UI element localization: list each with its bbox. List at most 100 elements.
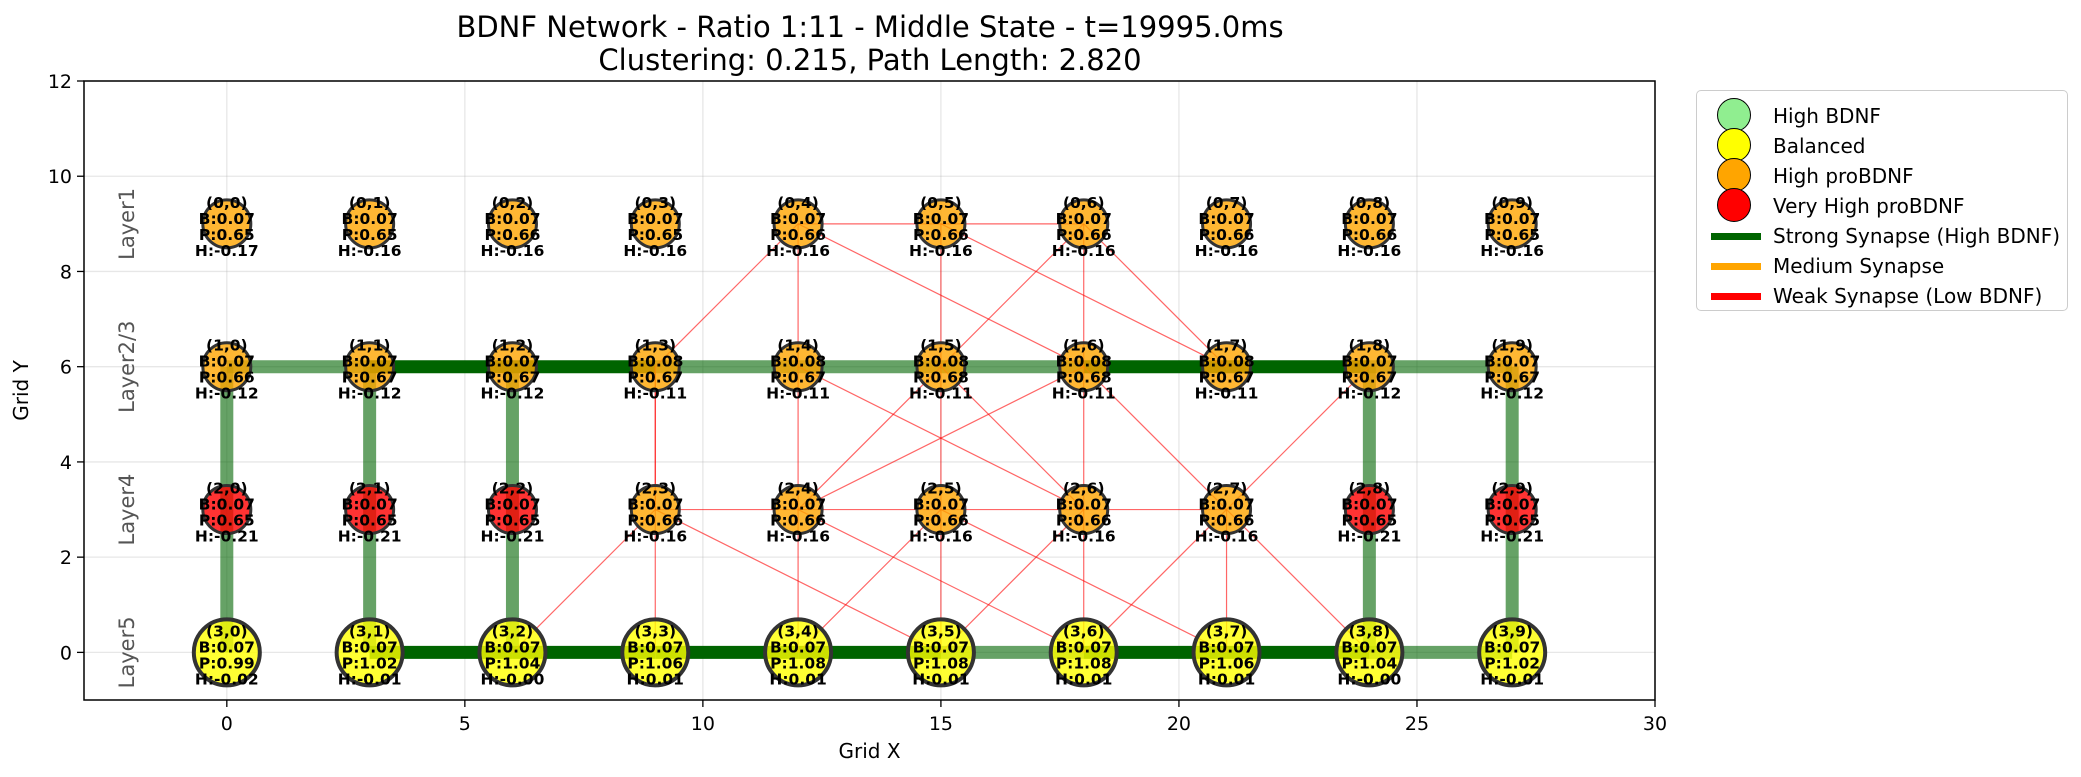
neuron-node: (3,4)B:0.07P:1.08H:0.01 xyxy=(763,617,834,688)
neuron-label: P:0.68 xyxy=(913,369,969,387)
layer-label: Layer2/3 xyxy=(115,321,139,413)
neuron-label: B:0.07 xyxy=(1056,496,1112,514)
x-axis-label: Grid X xyxy=(838,739,900,763)
neuron-node: (2,8)B:0.07P:0.65H:-0.21 xyxy=(1337,480,1401,546)
legend-swatch-color xyxy=(1711,293,1761,300)
neuron-label: B:0.07 xyxy=(1341,210,1397,228)
neuron-label: H:-0.12 xyxy=(338,385,402,403)
neuron-node: (2,0)B:0.07P:0.65H:-0.21 xyxy=(195,480,259,546)
neuron-node: (1,9)B:0.07P:0.67H:-0.12 xyxy=(1480,337,1544,403)
neuron-label: B:0.07 xyxy=(342,638,398,656)
neuron-circle xyxy=(1343,341,1395,393)
neuron-label: B:0.07 xyxy=(1056,210,1112,228)
legend-swatch-color xyxy=(1717,128,1751,162)
neuron-label: (1,0) xyxy=(206,337,248,355)
neuron-label: B:0.07 xyxy=(1341,638,1397,656)
neuron-label: (0,7) xyxy=(1206,194,1248,212)
neuron-label: H:-0.16 xyxy=(766,242,830,260)
neuron-circle xyxy=(1201,341,1253,393)
neuron-label: (2,2) xyxy=(492,480,534,498)
neuron-label: H:-0.21 xyxy=(481,528,545,546)
neuron-circle xyxy=(629,341,681,393)
legend-label: Medium Synapse xyxy=(1773,254,1945,278)
neuron-node: (0,9)B:0.07P:0.65H:-0.16 xyxy=(1480,194,1544,260)
x-tick-label: 20 xyxy=(1167,713,1191,735)
neuron-circle xyxy=(477,617,548,688)
neuron-circle xyxy=(772,198,824,250)
neuron-label: H:-0.21 xyxy=(338,528,402,546)
legend-item: Balanced xyxy=(1709,128,1865,162)
neuron-label: B:0.07 xyxy=(484,210,540,228)
neuron-label: P:1.02 xyxy=(1484,654,1540,672)
neuron-label: (3,5) xyxy=(920,622,962,640)
neuron-node: (3,9)B:0.07P:1.02H:-0.01 xyxy=(1477,617,1548,688)
neuron-label: (2,1) xyxy=(349,480,391,498)
neuron-node: (0,8)B:0.07P:0.66H:-0.16 xyxy=(1337,194,1401,260)
neuron-label: P:0.66 xyxy=(913,226,969,244)
synapse-weak xyxy=(940,223,1085,368)
neuron-circle xyxy=(1058,484,1110,536)
neuron-label: B:0.07 xyxy=(1198,496,1254,514)
neuron-label: (2,6) xyxy=(1063,480,1105,498)
neuron-label: (1,8) xyxy=(1349,337,1391,355)
y-tick-label: 0 xyxy=(60,642,72,664)
neuron-label: P:0.67 xyxy=(485,369,541,387)
neuron-label: H:-0.12 xyxy=(195,385,259,403)
neuron-node: (3,8)B:0.07P:1.04H:-0.00 xyxy=(1334,617,1405,688)
neuron-label: B:0.07 xyxy=(484,638,540,656)
legend-circle-marker xyxy=(1709,188,1761,222)
neuron-label: P:0.66 xyxy=(770,512,826,530)
neuron-label: H:-0.00 xyxy=(1337,670,1401,688)
neuron-label: B:0.07 xyxy=(1341,496,1397,514)
neuron-label: (2,8) xyxy=(1349,480,1391,498)
neuron-label: B:0.07 xyxy=(913,638,969,656)
neuron-label: H:-0.16 xyxy=(1195,528,1259,546)
neuron-label: B:0.07 xyxy=(484,496,540,514)
neuron-circle xyxy=(905,617,976,688)
legend-line-marker xyxy=(1709,282,1761,310)
neuron-node: (1,7)B:0.08P:0.67H:-0.11 xyxy=(1195,337,1259,403)
neuron-label: (0,1) xyxy=(349,194,391,212)
neuron-node: (3,0)B:0.07P:0.99H:-0.02 xyxy=(191,617,262,688)
neuron-label: (1,6) xyxy=(1063,337,1105,355)
neuron-circle xyxy=(1201,484,1253,536)
y-tick-label: 8 xyxy=(60,261,72,283)
neuron-label: H:-0.12 xyxy=(1337,385,1401,403)
neuron-label: P:1.02 xyxy=(342,654,398,672)
neuron-label: P:0.66 xyxy=(913,512,969,530)
neuron-label: (3,1) xyxy=(349,622,391,640)
neuron-circle xyxy=(486,484,538,536)
x-tick-label: 15 xyxy=(929,713,953,735)
neuron-label: P:0.65 xyxy=(627,226,683,244)
synapse-weak xyxy=(797,366,942,510)
neuron-circle xyxy=(1048,617,1119,688)
neuron-node: (2,6)B:0.07P:0.66H:-0.16 xyxy=(1052,480,1116,546)
neuron-node: (3,5)B:0.07P:1.08H:0.01 xyxy=(905,617,976,688)
neuron-label: B:0.07 xyxy=(1484,353,1540,371)
neuron-label: H:-0.16 xyxy=(623,528,687,546)
neuron-label: P:0.66 xyxy=(199,369,255,387)
neuron-circle xyxy=(1486,341,1538,393)
neuron-label: H:-0.11 xyxy=(623,385,687,403)
neuron-label: (2,5) xyxy=(920,480,962,498)
neuron-node: (1,0)B:0.07P:0.66H:-0.12 xyxy=(195,337,259,403)
neuron-label: P:1.06 xyxy=(627,654,683,672)
neuron-label: B:0.08 xyxy=(770,353,826,371)
synapse-weak xyxy=(940,366,1085,510)
synapse-weak xyxy=(654,223,799,368)
neuron-label: (1,9) xyxy=(1491,337,1533,355)
neuron-label: H:-0.16 xyxy=(481,242,545,260)
y-tick-label: 10 xyxy=(48,166,72,188)
neuron-node: (3,3)B:0.07P:1.06H:0.01 xyxy=(620,617,691,688)
neuron-label: P:0.67 xyxy=(627,369,683,387)
neuron-node: (1,5)B:0.08P:0.68H:-0.11 xyxy=(909,337,973,403)
neuron-label: H:-0.16 xyxy=(623,242,687,260)
legend-item: High BDNF xyxy=(1709,98,1881,132)
neuron-label: B:0.08 xyxy=(1198,353,1254,371)
neuron-node: (0,2)B:0.07P:0.66H:-0.16 xyxy=(481,194,545,260)
neuron-circle xyxy=(344,198,396,250)
neuron-circle xyxy=(772,484,824,536)
neuron-circle xyxy=(915,341,967,393)
legend-label: High BDNF xyxy=(1773,104,1881,128)
neuron-node: (0,0)B:0.07P:0.65H:-0.17 xyxy=(195,194,259,260)
